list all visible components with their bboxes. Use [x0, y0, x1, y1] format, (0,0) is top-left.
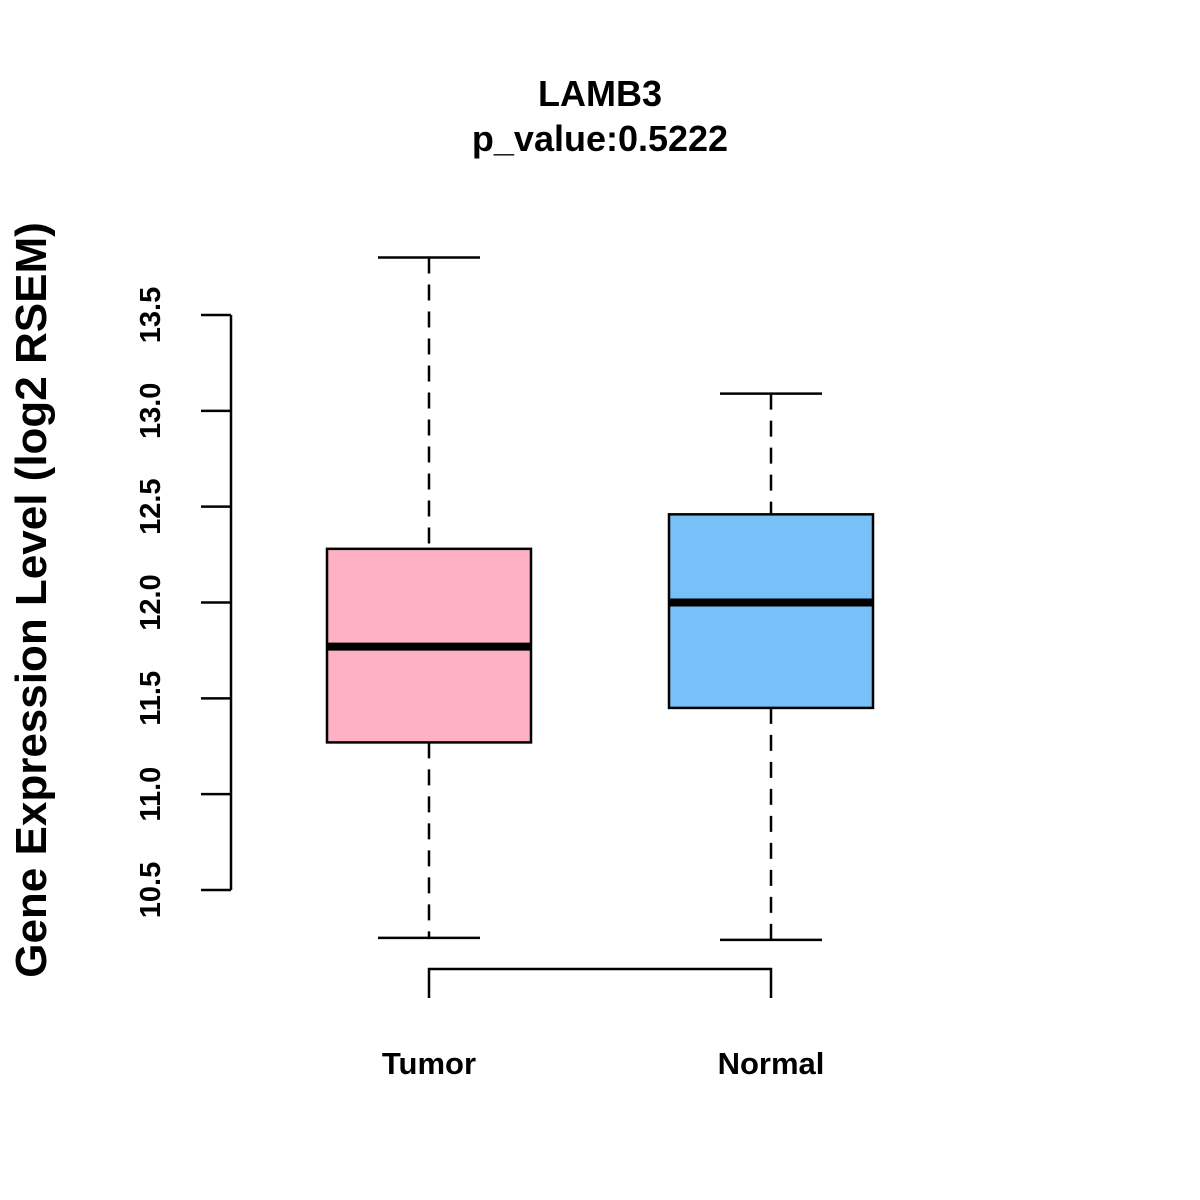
chart-title: LAMB3 — [538, 73, 662, 114]
comparison-bracket — [427, 967, 773, 998]
x-axis-categories: Tumor Normal — [382, 1046, 824, 1081]
y-tick-label: 10.5 — [135, 862, 167, 918]
iqr-box — [667, 513, 875, 710]
y-tick-label: 13.5 — [135, 287, 167, 343]
y-tick-label: 12.0 — [135, 574, 167, 630]
x-category-label: Tumor — [382, 1046, 476, 1081]
y-tick-label: 13.0 — [135, 383, 167, 439]
x-category-label: Normal — [718, 1046, 825, 1081]
comparison-bracket-group — [427, 967, 773, 998]
y-tick-label: 11.5 — [135, 671, 167, 726]
box-normal — [667, 392, 875, 942]
boxes-group — [325, 256, 875, 942]
y-tick-label: 12.5 — [135, 478, 167, 534]
y-tick-label: 11.0 — [135, 767, 167, 822]
y-axis-label: Gene Expression Level (log2 RSEM) — [7, 222, 56, 978]
y-axis: 10.5 11.0 11.5 12.0 12.5 13.0 13.5 — [135, 287, 233, 918]
chart-subtitle: p_value:0.5222 — [472, 118, 728, 159]
box-tumor — [325, 256, 533, 940]
